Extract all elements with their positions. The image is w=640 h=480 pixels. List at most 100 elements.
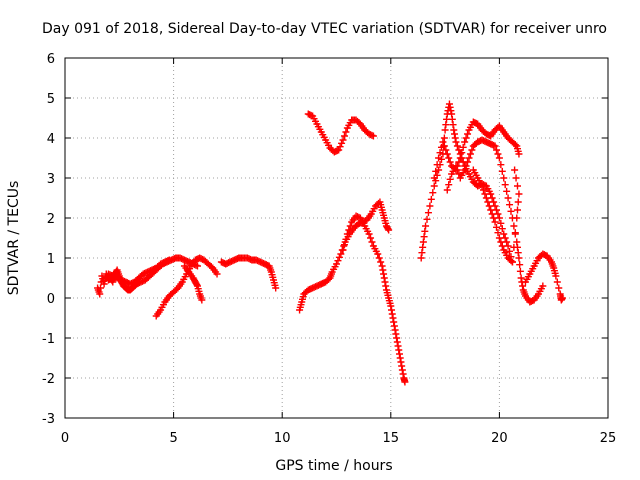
data-point — [426, 202, 434, 210]
data-point — [464, 158, 472, 166]
data-point — [193, 281, 201, 289]
data-point — [497, 161, 505, 169]
data-point — [498, 225, 506, 233]
y-tick-label: -3 — [42, 412, 55, 427]
data-point — [459, 143, 467, 151]
data-point — [433, 161, 441, 169]
series-arc3 — [152, 254, 221, 320]
data-point — [455, 158, 463, 166]
y-tick-label: 6 — [47, 52, 55, 67]
data-point — [488, 210, 496, 218]
data-point — [429, 189, 437, 197]
data-point — [340, 242, 348, 250]
data-point — [446, 175, 454, 183]
data-point — [468, 146, 476, 154]
data-point — [393, 334, 401, 342]
data-point — [490, 214, 498, 222]
data-point — [346, 222, 354, 230]
data-point — [465, 154, 473, 162]
data-point — [552, 272, 560, 280]
data-point — [342, 128, 350, 136]
data-point — [514, 182, 521, 190]
data-point — [340, 241, 348, 249]
series-arc11 — [443, 136, 547, 306]
data-point — [478, 182, 486, 190]
data-point — [96, 290, 104, 298]
data-point — [510, 243, 518, 251]
series-arc5 — [217, 254, 280, 292]
data-point — [506, 247, 514, 255]
data-point — [498, 167, 506, 175]
data-point — [440, 134, 448, 142]
y-tick-label: 1 — [47, 252, 55, 267]
series-arc12 — [469, 166, 523, 266]
data-point — [375, 254, 383, 262]
data-point — [462, 162, 470, 170]
data-point — [446, 103, 454, 111]
data-point — [447, 107, 455, 115]
data-point — [458, 149, 466, 157]
data-point — [398, 362, 406, 370]
x-tick-label: 20 — [491, 431, 508, 446]
series-arc8 — [304, 110, 377, 156]
data-point — [381, 278, 389, 286]
data-point — [510, 222, 518, 230]
data-point — [418, 249, 426, 257]
data-point — [390, 322, 398, 330]
x-tick-label: 10 — [274, 431, 291, 446]
data-point — [390, 318, 398, 326]
y-tick-label: 0 — [47, 292, 55, 307]
data-point — [487, 206, 495, 214]
data-point — [491, 142, 499, 150]
data-point — [506, 201, 514, 209]
data-point — [392, 330, 400, 338]
data-point — [514, 198, 522, 206]
data-point — [462, 134, 470, 142]
data-point — [198, 296, 206, 304]
data-points — [94, 100, 566, 386]
data-point — [503, 187, 511, 195]
series-arc4 — [180, 262, 206, 304]
data-point — [442, 146, 450, 154]
y-tick-label: -1 — [42, 332, 55, 347]
data-point — [382, 282, 390, 290]
data-point — [511, 166, 519, 174]
y-axis-label: SDTVAR / TECUs — [6, 181, 22, 296]
data-point — [485, 202, 493, 210]
data-point — [369, 132, 377, 140]
y-tick-label: 5 — [47, 92, 55, 107]
data-point — [513, 238, 521, 246]
data-point — [493, 223, 501, 231]
data-point — [108, 277, 116, 285]
data-point — [439, 138, 447, 146]
data-point — [497, 219, 505, 227]
data-point — [401, 378, 409, 386]
data-point — [515, 190, 523, 198]
y-tick-label: 3 — [47, 172, 55, 187]
data-point — [449, 121, 457, 129]
data-point — [388, 310, 396, 318]
data-point — [368, 238, 376, 246]
data-point — [435, 154, 443, 162]
y-tick-label: 2 — [47, 212, 55, 227]
data-point — [558, 294, 566, 302]
data-point — [482, 194, 490, 202]
data-point — [442, 121, 450, 129]
data-point — [340, 132, 348, 140]
data-point — [514, 249, 522, 257]
data-point — [335, 253, 343, 261]
data-point — [493, 146, 501, 154]
data-point — [384, 225, 392, 233]
data-point — [379, 266, 387, 274]
data-point — [367, 234, 375, 242]
data-point — [451, 134, 459, 142]
data-point — [432, 167, 440, 175]
data-point — [398, 366, 406, 374]
data-point — [495, 154, 503, 162]
data-point — [445, 100, 453, 108]
data-point — [443, 186, 451, 194]
data-point — [338, 139, 346, 147]
data-point — [517, 274, 525, 282]
data-point — [342, 235, 350, 243]
data-point — [421, 227, 429, 235]
